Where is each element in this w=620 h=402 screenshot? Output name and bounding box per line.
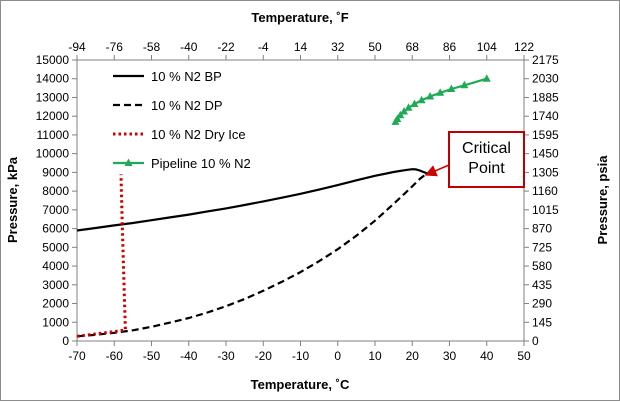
legend: 10 % N2 BP 10 % N2 DP 10 % N2 Dry Ice Pipel… xyxy=(113,69,251,171)
x-bottom-tick-label: -70 xyxy=(68,349,86,363)
y-right-tick-label: 1885 xyxy=(532,90,559,104)
legend-entry-label: 10 % N2 DP xyxy=(151,98,223,113)
y-right-tick-label: 1740 xyxy=(532,109,559,123)
x-bottom-tick-label: 10 xyxy=(368,349,382,363)
critical-point-callout-text: Point xyxy=(468,160,505,177)
y-right-tick-label: 1595 xyxy=(532,128,559,142)
x-top-tick-label: 32 xyxy=(331,40,345,54)
y-left-tick-label: 3000 xyxy=(42,278,69,292)
series-point-marker xyxy=(404,103,413,111)
x-bottom-tick-label: -50 xyxy=(143,349,161,363)
y-right-tick-label: 435 xyxy=(532,278,552,292)
legend-entry-label: 10 % N2 Dry Ice xyxy=(151,127,246,142)
series-line xyxy=(76,174,127,338)
series-pipeline-10-n2 xyxy=(391,74,491,125)
y-left-tick-label: 5000 xyxy=(42,240,69,254)
series-line xyxy=(76,168,428,232)
y-left-tick-label: 8000 xyxy=(42,184,69,198)
annotation-layer: Critical Point xyxy=(424,131,525,188)
y-left-tick-label: 0 xyxy=(62,334,69,348)
x-bottom-tick-label: -30 xyxy=(217,349,235,363)
x-top-tick-label: -4 xyxy=(258,40,269,54)
x-top-tick-label: -94 xyxy=(68,40,86,54)
y-left-tick-label: 4000 xyxy=(42,259,69,273)
y-right-tick-label: 0 xyxy=(532,334,539,348)
x-bottom-tick-label: -20 xyxy=(255,349,273,363)
y-right-tick-label: 1160 xyxy=(532,184,558,198)
x-bottom-tick-label: 0 xyxy=(334,349,341,363)
critical-point-callout-text: Critical xyxy=(462,140,511,157)
y-left-tick-label: 13000 xyxy=(36,90,70,104)
x-bottom-tick-label: -60 xyxy=(106,349,124,363)
y-right-tick-label: 1305 xyxy=(532,165,559,179)
x-bottom-tick-label: -10 xyxy=(292,349,310,363)
x-bottom-tick-label: 30 xyxy=(443,349,457,363)
critical-point-callout-box xyxy=(448,131,525,188)
x-bottom-axis-title: Temperature, ˚C xyxy=(251,377,350,392)
y-right-tick-label: 580 xyxy=(532,259,552,273)
y-left-tick-label: 7000 xyxy=(42,203,69,217)
x-top-tick-label: -40 xyxy=(180,40,198,54)
series-point-marker xyxy=(426,92,435,100)
x-top-axis-title: Temperature, ˚F xyxy=(251,10,348,25)
legend-entry-label: Pipeline 10 % N2 xyxy=(151,156,251,171)
x-top-tick-label: -22 xyxy=(217,40,235,54)
series-point-marker xyxy=(124,158,133,166)
y-left-tick-label: 10000 xyxy=(36,147,70,161)
y-left-tick-label: 11000 xyxy=(37,128,70,142)
y-right-tick-label: 870 xyxy=(532,222,552,236)
x-bottom-tick-label: -40 xyxy=(180,349,198,363)
y-right-axis-title: Pressure, psia xyxy=(595,155,610,245)
x-top-tick-label: 50 xyxy=(368,40,382,54)
y-right-tick-label: 725 xyxy=(532,240,552,254)
y-left-tick-label: 9000 xyxy=(42,165,69,179)
x-top-tick-label: -76 xyxy=(106,40,124,54)
series-point-marker xyxy=(482,74,491,82)
x-top-tick-label: -58 xyxy=(143,40,161,54)
series-layer xyxy=(76,74,491,338)
series-point-marker xyxy=(400,107,409,115)
y-left-axis-title: Pressure, kPa xyxy=(5,156,20,243)
x-top-tick-label: 86 xyxy=(443,40,457,54)
series-line xyxy=(76,172,428,338)
y-right-tick-label: 1450 xyxy=(532,147,559,161)
y-right-tick-label: 1015 xyxy=(532,203,559,217)
x-bottom-tick-label: 20 xyxy=(406,349,420,363)
y-right-tick-label: 2030 xyxy=(532,72,559,86)
y-left-tick-label: 15000 xyxy=(36,53,70,67)
y-left-tick-label: 12000 xyxy=(36,109,70,123)
series-point-marker xyxy=(436,88,445,96)
y-left-tick-label: 2000 xyxy=(42,297,69,311)
y-right-tick-label: 145 xyxy=(532,315,552,329)
series-point-marker xyxy=(460,80,469,89)
y-left-tick-label: 1000 xyxy=(42,315,69,329)
y-right-tick-label: 290 xyxy=(532,297,552,311)
x-top-tick-label: 14 xyxy=(294,40,308,54)
y-left-tick-label: 14000 xyxy=(36,72,70,86)
series-10-n2-dp xyxy=(76,172,428,338)
x-bottom-tick-label: 40 xyxy=(480,349,494,363)
series-line xyxy=(394,77,488,123)
ticks-layer: -70 -60 -50 -40 -30 -20 -10 0 10 20 30 40 50-94 -76 -5… xyxy=(36,40,559,363)
series-point-marker xyxy=(417,95,426,104)
x-top-tick-label: 104 xyxy=(477,40,497,54)
critical-point-arrow xyxy=(424,164,450,177)
y-right-tick-label: 2175 xyxy=(532,53,559,67)
x-top-tick-label: 122 xyxy=(514,40,534,54)
series-point-marker xyxy=(410,99,419,108)
series-10-n2-dry-ice xyxy=(76,174,127,338)
series-point-marker xyxy=(447,84,456,93)
legend-entry-label: 10 % N2 BP xyxy=(151,69,222,84)
y-left-tick-label: 6000 xyxy=(42,222,69,236)
plot-area xyxy=(76,59,525,342)
x-top-tick-label: 68 xyxy=(406,40,420,54)
series-10-n2-bp xyxy=(76,168,428,232)
x-bottom-tick-label: 50 xyxy=(517,349,531,363)
